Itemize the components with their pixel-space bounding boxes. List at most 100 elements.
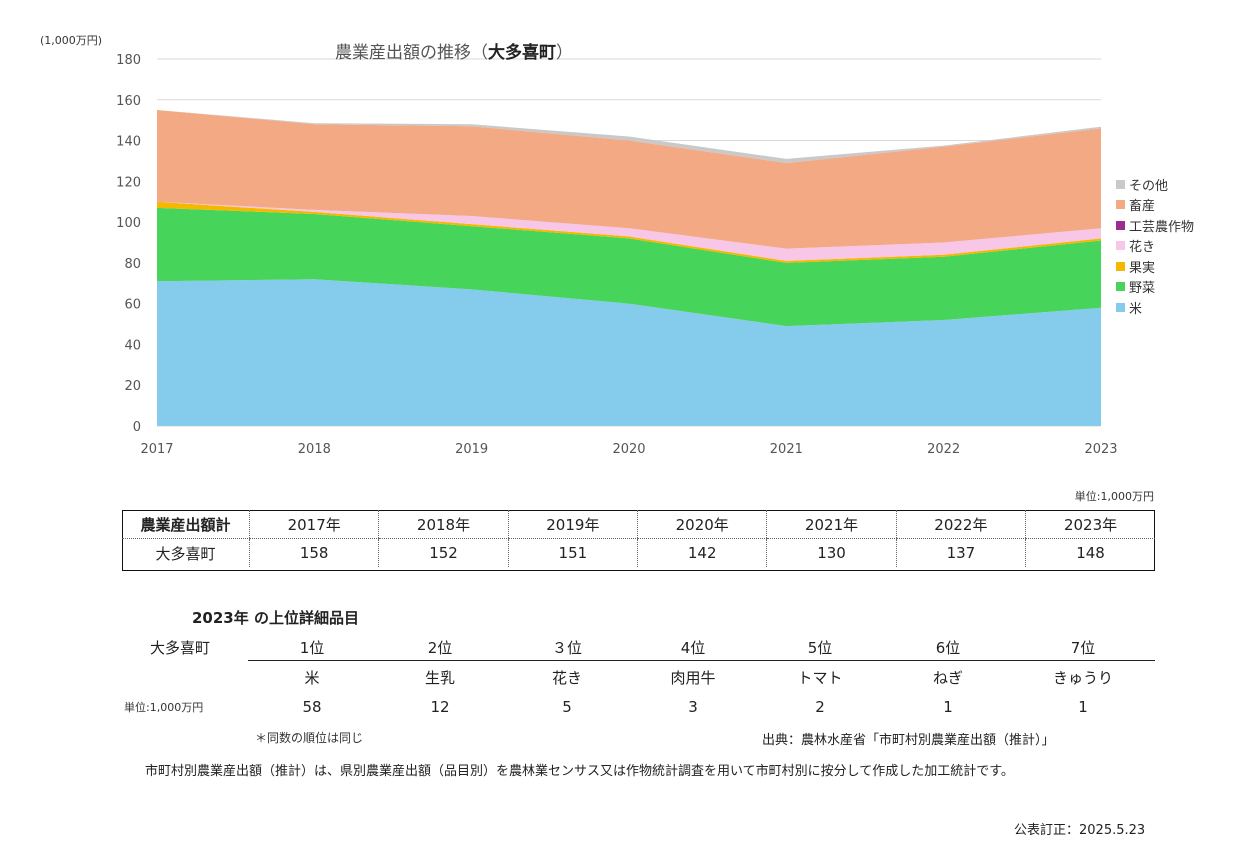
y-tick-label: 100 [116, 216, 141, 231]
area-2 [157, 201, 1101, 263]
area-series [157, 109, 1101, 426]
rank-label: ３位 [551, 639, 582, 657]
x-tick-label: 2017 [140, 442, 173, 457]
legend-swatch [1116, 200, 1125, 210]
rank-value: 1 [943, 698, 953, 716]
y-tick-label: 0 [133, 420, 141, 435]
totals-year-header: 2023年 [1025, 510, 1155, 539]
ranking-unit: 単位:1,000万円 [124, 701, 204, 714]
rank-value: 3 [688, 698, 698, 716]
totals-year-header: 2019年 [507, 510, 638, 539]
legend-item: 果実 [1116, 256, 1194, 277]
rank-value: 12 [430, 698, 450, 716]
legend-label: 花き [1129, 240, 1156, 256]
area-6 [157, 109, 1101, 163]
rank-value: 1 [1078, 698, 1088, 716]
legend-label: 畜産 [1129, 199, 1156, 215]
y-tick-label: 40 [124, 338, 141, 353]
totals-unit: 単位:1,000万円 [1074, 490, 1154, 503]
totals-year-header: 2022年 [895, 510, 1026, 539]
x-tick-label: 2020 [612, 442, 645, 457]
totals-header-row: 農業産出額計 2017年 2018年 2019年 2020年 2021年 2022年 202… [122, 510, 1155, 539]
rank-item: きゅうり [1052, 669, 1113, 687]
chart-title-close: ） [556, 43, 573, 63]
rank-label: 2位 [427, 639, 453, 657]
ranking-title: 2023年 の上位詳細品目 [192, 609, 359, 627]
legend-label: 工芸農作物 [1129, 219, 1195, 235]
y-tick-label: 180 [116, 53, 141, 68]
totals-year-header: 2020年 [637, 510, 767, 539]
legend-item: 花き [1116, 236, 1194, 257]
rank-label: 6位 [935, 639, 961, 657]
legend-item: その他 [1116, 174, 1194, 195]
legend-swatch [1116, 302, 1125, 312]
chart-title-text: 農業産出額の推移（ [335, 43, 488, 63]
y-tick-labels: 0 20 40 60 80 100 120 140 160 180 [116, 53, 141, 435]
totals-value: 152 [378, 538, 509, 567]
legend-swatch [1116, 179, 1125, 189]
legend-item: 工芸農作物 [1116, 215, 1194, 236]
stacked-area-chart: 0 20 40 60 80 100 120 140 160 180 2017 2018 2019 202… [116, 53, 1117, 457]
totals-year-header: 2021年 [766, 510, 897, 539]
rank-value: 58 [302, 698, 322, 716]
publication-date: 公表訂正：2025.5.23 [1014, 823, 1146, 838]
totals-row-label: 大多喜町 [155, 544, 216, 563]
legend-swatch [1116, 220, 1125, 230]
x-tick-label: 2023 [1084, 442, 1117, 457]
totals-value-row: 大多喜町 158 152 151 142 130 137 148 [122, 538, 1155, 567]
legend-swatch [1116, 241, 1125, 251]
totals-year-header: 2018年 [378, 510, 509, 539]
totals-table: 農業産出額計 2017年 2018年 2019年 2020年 2021年 2022年 202… [122, 510, 1155, 567]
y-axis-unit: (1,000万円) [40, 34, 103, 47]
legend-item: 野菜 [1116, 277, 1194, 298]
legend-item: 畜産 [1116, 195, 1194, 216]
totals-header-label: 農業産出額計 [122, 510, 250, 539]
rank-label: 5位 [807, 639, 833, 657]
area-5 [157, 109, 1101, 249]
totals-value: 151 [507, 538, 638, 567]
chart-title-town: 大多喜町 [488, 43, 556, 63]
legend-swatch [1116, 261, 1125, 271]
totals-year-header: 2017年 [248, 510, 379, 539]
y-tick-label: 20 [124, 379, 141, 394]
chart-legend: その他畜産工芸農作物花き果実野菜米 [1116, 174, 1194, 318]
y-tick-label: 120 [116, 175, 141, 190]
area-1 [157, 207, 1101, 327]
rank-item: 生乳 [424, 669, 455, 687]
legend-label: 米 [1129, 301, 1143, 317]
legend-label: 果実 [1129, 260, 1156, 276]
x-tick-label: 2018 [298, 442, 331, 457]
y-tick-label: 140 [116, 135, 141, 150]
area-3 [157, 201, 1101, 261]
description-text: 市町村別農業産出額（推計）は、県別農業産出額（品目別）を農林業センサス又は作物統… [145, 764, 1014, 779]
legend-label: その他 [1129, 178, 1169, 194]
totals-value: 130 [766, 538, 897, 567]
chart-title: 農業産出額の推移（大多喜町） [335, 38, 573, 63]
rank-item: 花き [551, 669, 582, 687]
y-tick-label: 80 [124, 257, 141, 272]
rank-value: 5 [562, 698, 572, 716]
totals-value: 158 [248, 538, 379, 567]
rank-item: 肉用牛 [670, 669, 716, 687]
y-tick-label: 160 [116, 94, 141, 109]
rank-item: トマト [797, 669, 843, 687]
rank-item: ねぎ [932, 669, 963, 687]
rank-label: 1位 [299, 639, 325, 657]
totals-value: 148 [1025, 538, 1155, 567]
legend-item: 米 [1116, 297, 1194, 318]
footnote: ＊同数の順位は同じ [255, 731, 364, 745]
source-credit: 出典：農林水産省「市町村別農業産出額（推計）」 [762, 733, 1055, 748]
rank-label: 7位 [1070, 639, 1096, 657]
totals-value: 137 [895, 538, 1026, 567]
ranking-town: 大多喜町 [150, 639, 211, 657]
rank-value: 2 [815, 698, 825, 716]
x-tick-labels: 2017 2018 2019 2020 2021 2022 2023 [140, 442, 1117, 457]
rank-item: 米 [304, 669, 320, 687]
legend-label: 野菜 [1129, 281, 1156, 297]
ranking-divider [248, 660, 1155, 661]
x-tick-label: 2019 [455, 442, 488, 457]
rank-label: 4位 [680, 639, 706, 657]
x-tick-label: 2021 [770, 442, 803, 457]
totals-value: 142 [637, 538, 767, 567]
legend-swatch [1116, 282, 1125, 292]
